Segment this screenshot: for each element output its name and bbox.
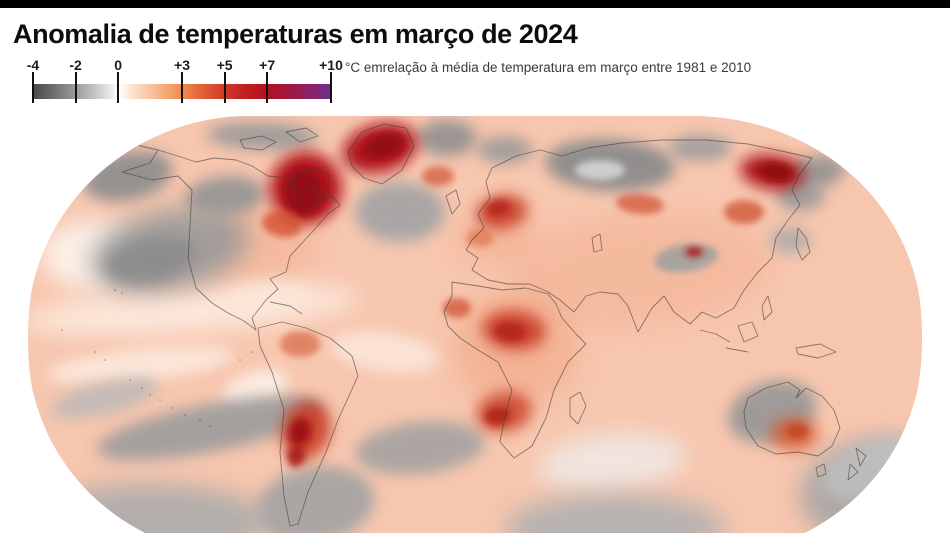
top-black-bar	[0, 0, 950, 8]
coastline-africa	[443, 281, 587, 459]
anomaly-region-southeast-pacific-gray	[355, 421, 485, 475]
anomaly-region-amazon-red	[280, 331, 320, 357]
anomaly-region-asia-warm-tint	[510, 214, 770, 326]
anomaly-region-west-russia-red-core	[486, 199, 510, 217]
coastline-arctic-islands	[239, 127, 319, 151]
anomaly-region-iceland-red	[422, 166, 454, 186]
coastline-tasmania	[815, 463, 827, 478]
anomaly-region-japan-sea-gray	[770, 226, 810, 254]
anomaly-region-greenland-red-core	[364, 133, 404, 159]
anomaly-region-mongolia-red	[724, 200, 764, 224]
anomaly-region-central-australia-red-core	[786, 423, 808, 439]
anomaly-region-central-siberia-red	[616, 193, 664, 215]
coastline-caribbean-islands	[269, 301, 303, 315]
legend-tick-labels: -4 -2 0 +3 +5 +7 +10	[27, 57, 343, 74]
coastline-south-america	[257, 321, 359, 527]
anomaly-region-south-pacific-streak-2	[51, 377, 159, 419]
anomaly-region-south-pacific-streak-1	[97, 395, 323, 461]
anomaly-region-south-america-red-core-2	[286, 445, 306, 467]
coastline-madagascar	[569, 391, 587, 425]
anomaly-region-south-indian-white	[537, 433, 687, 491]
coastline-new-zealand	[847, 447, 867, 481]
anomaly-region-europe-warm-tint	[455, 212, 539, 264]
anomaly-region-west-canada-gray	[185, 175, 265, 217]
anomaly-region-hudson-bay-red-core	[284, 168, 324, 216]
coastlines-layer	[99, 123, 867, 527]
anomaly-region-north-pacific-gray-core	[105, 236, 195, 284]
anomaly-region-kara-white-core	[575, 160, 625, 180]
legend-tick-label-+3: +3	[174, 57, 190, 73]
legend-tick-label--2: -2	[69, 57, 82, 73]
anomaly-region-equatorial-atlantic-white	[330, 330, 440, 374]
anomaly-region-norwegian-sea-gray	[477, 136, 533, 164]
anomaly-region-southern-ocean-center-gray	[505, 494, 725, 533]
coastline-greenland	[347, 123, 415, 185]
legend-tick-label-+7: +7	[259, 57, 276, 73]
page-title: Anomalia de temperaturas em março de 202…	[13, 19, 578, 49]
island-specks	[61, 289, 253, 427]
anomaly-region-north-atlantic-gray	[355, 182, 445, 242]
anomaly-region-caribbean-white	[228, 281, 308, 311]
legend-note: °C emrelação à média de temperatura em m…	[345, 60, 752, 75]
anomaly-region-sahel-red-core	[494, 321, 526, 343]
anomaly-region-greenland-east-gray	[417, 120, 477, 156]
coastline-british-isles	[445, 189, 461, 215]
anomaly-region-balkans-red	[466, 229, 494, 247]
coastline-japan	[795, 227, 811, 261]
coastline-caspian-sea	[591, 233, 603, 253]
anomaly-region-northeast-siberia-red-core	[760, 162, 792, 182]
legend-tick-label-+5: +5	[216, 57, 233, 73]
legend-tick-label--4: -4	[26, 57, 40, 73]
legend-tick-label-0: 0	[114, 57, 123, 73]
anomaly-region-tibet-red-spot	[685, 247, 703, 257]
anomaly-region-pacific-white-band-south	[45, 346, 235, 384]
color-scale-legend: -4 -2 0 +3 +5 +7 +10 °C emrelação à média de t…	[0, 0, 950, 110]
coastline-australia	[743, 381, 841, 457]
coastline-southeast-asia-islands	[699, 295, 837, 359]
coastline-eurasia	[465, 139, 813, 333]
anomaly-region-patagonia-gray	[255, 466, 375, 533]
coastline-hudson-bay	[291, 167, 331, 207]
anomaly-region-west-africa-coast-red	[443, 298, 471, 318]
coastline-north-america	[99, 144, 341, 331]
anomaly-region-northeast-us-red	[262, 210, 302, 238]
anomaly-region-south-america-red-core-1	[288, 418, 312, 446]
legend-tick-label-+10: +10	[319, 57, 343, 73]
anomaly-region-laptev-gray	[668, 135, 732, 161]
